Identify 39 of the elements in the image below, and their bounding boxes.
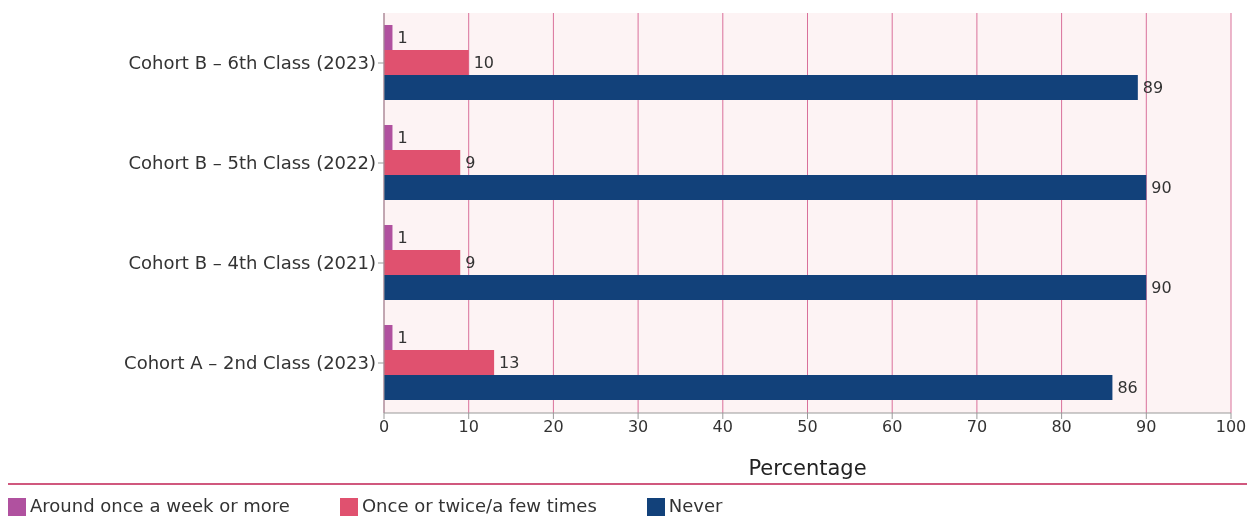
x-tick-label: 40 (712, 417, 733, 437)
x-tick-label: 100 (1215, 417, 1247, 437)
x-axis-title: Percentage (748, 456, 867, 480)
bar (384, 275, 1147, 300)
x-tick-label: 80 (1051, 417, 1072, 437)
bar (384, 250, 461, 275)
x-tick-label: 20 (543, 417, 564, 437)
bar (384, 75, 1138, 100)
bar (384, 175, 1147, 200)
x-tick-label: 50 (797, 417, 818, 437)
x-tick-label: 10 (458, 417, 479, 437)
data-label: 90 (1151, 178, 1172, 198)
data-label: 1 (397, 28, 408, 48)
legend-label: Once or twice/a few times (361, 495, 597, 516)
data-label: 1 (397, 128, 408, 148)
y-tick-label: Cohort B – 6th Class (2023) (128, 52, 376, 74)
data-label: 9 (465, 153, 476, 173)
bar (384, 350, 495, 375)
y-tick-label: Cohort B – 5th Class (2022) (128, 152, 376, 174)
data-label: 1 (397, 228, 408, 248)
legend-label: Never (668, 495, 723, 516)
x-tick-label: 0 (378, 417, 390, 437)
data-label: 89 (1142, 78, 1164, 98)
bar (384, 50, 469, 75)
x-tick-label: 90 (1136, 417, 1157, 437)
bar (384, 375, 1113, 400)
bar (384, 150, 461, 175)
x-tick-label: 60 (882, 417, 903, 437)
data-label: 10 (473, 53, 495, 73)
y-tick-label: Cohort A – 2nd Class (2023) (124, 352, 376, 374)
x-tick-label: 70 (966, 417, 988, 437)
data-label: 13 (499, 353, 520, 373)
data-label: 1 (397, 328, 408, 348)
data-label: 86 (1117, 378, 1138, 398)
legend-label: Around once a week or more (30, 495, 290, 516)
y-tick-label: Cohort B – 4th Class (2021) (128, 252, 376, 274)
data-label: 90 (1151, 278, 1172, 298)
x-tick-label: 30 (627, 417, 649, 437)
data-label: 9 (465, 253, 476, 273)
